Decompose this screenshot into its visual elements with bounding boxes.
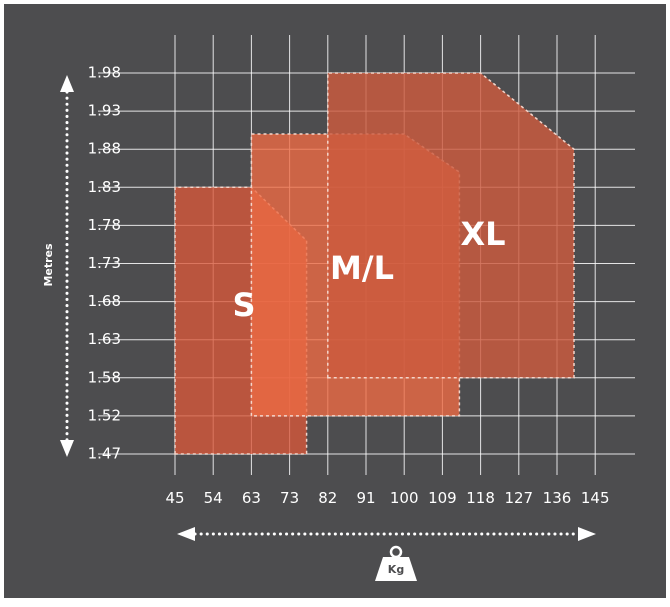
weight-icon xyxy=(375,545,417,581)
y-axis-label: Metres xyxy=(42,243,55,287)
y-tick-label: 1.68 xyxy=(88,292,121,310)
size-label-s: S xyxy=(232,286,255,324)
arrow-down-icon xyxy=(60,440,74,457)
y-tick-label: 1.78 xyxy=(88,216,121,234)
y-tick-label: 1.63 xyxy=(88,330,121,348)
x-tick-label: 127 xyxy=(504,489,533,507)
x-tick-label: 136 xyxy=(543,489,572,507)
y-tick-label: 1.58 xyxy=(88,368,121,386)
tick-labels: 45 54 63 73 82 91 100 109 118 127 136 145 1.98 1.93 1.… xyxy=(88,64,610,508)
x-tick-label: 91 xyxy=(356,489,375,507)
x-tick-label: 73 xyxy=(280,489,299,507)
x-tick-label: 54 xyxy=(204,489,223,507)
x-axis-label: Kg xyxy=(388,563,404,576)
size-area-xl xyxy=(327,72,575,379)
y-tick-label: 1.47 xyxy=(88,445,121,463)
axis-arrows: Metres Kg xyxy=(42,75,596,581)
y-tick-label: 1.98 xyxy=(88,64,121,82)
size-label-xl: XL xyxy=(460,215,505,253)
arrow-up-icon xyxy=(60,75,74,92)
size-label-m-l: M/L xyxy=(330,249,394,287)
x-tick-label: 109 xyxy=(428,489,457,507)
x-tick-label: 45 xyxy=(165,489,184,507)
y-tick-label: 1.73 xyxy=(88,254,121,272)
size-areas: S M/L XL xyxy=(174,72,575,455)
x-tick-label: 63 xyxy=(242,489,261,507)
y-tick-label: 1.93 xyxy=(88,102,121,120)
x-tick-label: 82 xyxy=(318,489,337,507)
y-tick-label: 1.83 xyxy=(88,178,121,196)
x-tick-label: 118 xyxy=(466,489,495,507)
y-tick-label: 1.88 xyxy=(88,140,121,158)
x-tick-label: 100 xyxy=(390,489,419,507)
y-tick-label: 1.52 xyxy=(88,406,121,424)
arrow-right-icon xyxy=(578,527,596,541)
arrow-left-icon xyxy=(177,527,195,541)
x-tick-label: 145 xyxy=(581,489,610,507)
